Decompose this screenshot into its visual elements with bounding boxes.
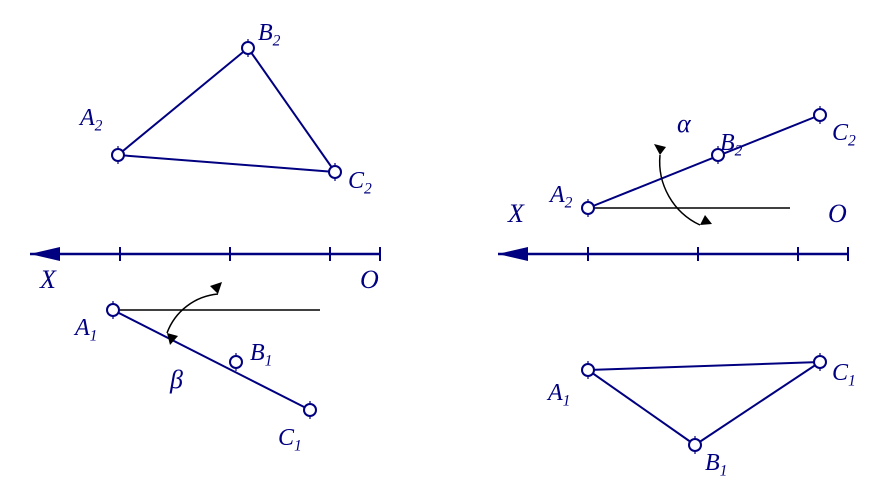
right-bottom-A1-marker (582, 364, 594, 376)
axis-arrow (30, 247, 60, 261)
right-bottom-edge (588, 370, 695, 445)
left-bottom-C1-label: C1 (278, 425, 302, 454)
left-top-B2-marker (242, 42, 254, 54)
right-top-edge (588, 115, 820, 208)
left-top-edge (118, 48, 248, 155)
right-top-C2-marker (814, 109, 826, 121)
right-bottom-C1-label: C1 (832, 360, 856, 389)
right-top-angle-label: α (677, 109, 692, 138)
right-bottom-B1-label: B1 (705, 450, 727, 479)
left-bottom-B1-label: B1 (250, 340, 272, 369)
left-bottom-A1-label: A1 (73, 315, 97, 344)
axis-label: O (828, 199, 847, 228)
right-top-A2-label: A2 (548, 182, 573, 211)
left-bottom-B1-marker (230, 356, 242, 368)
left-top-A2-marker (112, 149, 124, 161)
right-top-B2-label: B2 (720, 130, 743, 159)
right-bottom-C1-marker (814, 356, 826, 368)
left-top-C2-label: C2 (348, 168, 372, 197)
left-bottom-angle-label: β (169, 365, 183, 394)
right-top-A2-marker (582, 202, 594, 214)
right-bottom-A1-label: A1 (546, 380, 570, 409)
left-top-A2-label: A2 (78, 105, 103, 134)
right-bottom-edge (588, 362, 820, 370)
right-bottom-B1-marker (689, 439, 701, 451)
axis-label: X (507, 199, 525, 228)
diagram-canvas: A2 B2 C2 X Oβ A1 B1 C1 α A2 B2 C2 X O A1 B1 C1 (0, 0, 878, 503)
left-top-edge (248, 48, 335, 172)
left-bottom-angle-arrow (210, 282, 222, 294)
axis-arrow (498, 247, 528, 261)
left-top-edge (118, 155, 335, 172)
left-top-C2-marker (329, 166, 341, 178)
axis-label: O (360, 265, 379, 294)
right-top-C2-label: C2 (832, 120, 856, 149)
left-bottom-A1-marker (107, 304, 119, 316)
left-bottom-angle-arc (167, 294, 218, 333)
left-top-B2-label: B2 (258, 20, 281, 49)
axis-label: X (39, 265, 57, 294)
right-top-angle-arrow (654, 144, 666, 155)
left-bottom-C1-marker (304, 404, 316, 416)
right-bottom-edge (695, 362, 820, 445)
right-top-angle-arrow (700, 215, 712, 225)
left-bottom-edge (113, 310, 310, 410)
